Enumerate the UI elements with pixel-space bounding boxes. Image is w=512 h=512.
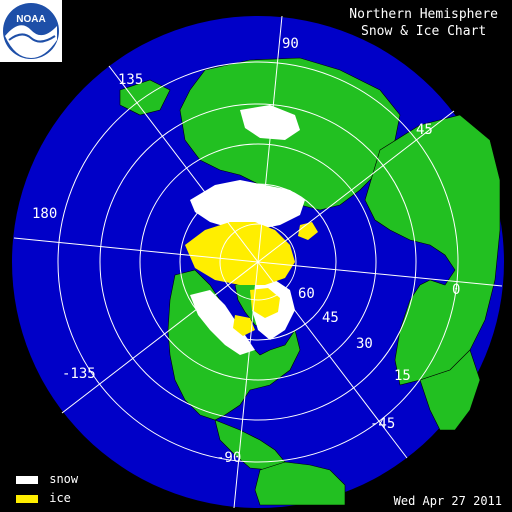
legend-ice-swatch [16, 494, 38, 503]
sea-ice [185, 222, 318, 336]
chart-title: Northern Hemisphere Snow & Ice Chart [349, 6, 498, 40]
legend-ice: ice [16, 491, 126, 505]
lat-label-60: 60 [298, 286, 315, 302]
lat-label-45: 45 [322, 310, 339, 326]
title-line-2: Snow & Ice Chart [361, 24, 487, 39]
lon-label-minus90: -90 [216, 450, 241, 466]
lon-label-135: 135 [118, 72, 143, 88]
lon-label-minus45: -45 [370, 416, 395, 432]
lat-label-30: 30 [356, 336, 373, 352]
noaa-logo: NOAA [0, 0, 62, 62]
noaa-emblem-icon: NOAA [3, 3, 59, 59]
title-line-1: Northern Hemisphere [349, 7, 498, 22]
noaa-logo-text: NOAA [16, 14, 45, 25]
longitude-lines [13, 15, 503, 509]
legend-ice-label: ice [49, 491, 71, 505]
lat-label-15: 15 [394, 368, 411, 384]
legend-snow-label: snow [49, 472, 79, 486]
lon-label-minus135: -135 [62, 366, 96, 382]
land-masses [119, 57, 501, 506]
latitude-labels: 60 45 30 15 [298, 286, 411, 384]
snow-cover [190, 105, 305, 355]
lon-label-0: 0 [452, 282, 460, 298]
longitude-labels: 90 135 45 180 0 -135 -45 -90 [32, 36, 460, 466]
legend-snow: snow [16, 472, 126, 486]
lon-label-45: 45 [416, 122, 433, 138]
chart-date: Wed Apr 27 2011 [393, 494, 502, 508]
lon-label-90: 90 [282, 36, 299, 52]
latitude-circles [57, 61, 459, 463]
legend-snow-swatch [16, 475, 38, 484]
lon-label-180: 180 [32, 206, 57, 222]
